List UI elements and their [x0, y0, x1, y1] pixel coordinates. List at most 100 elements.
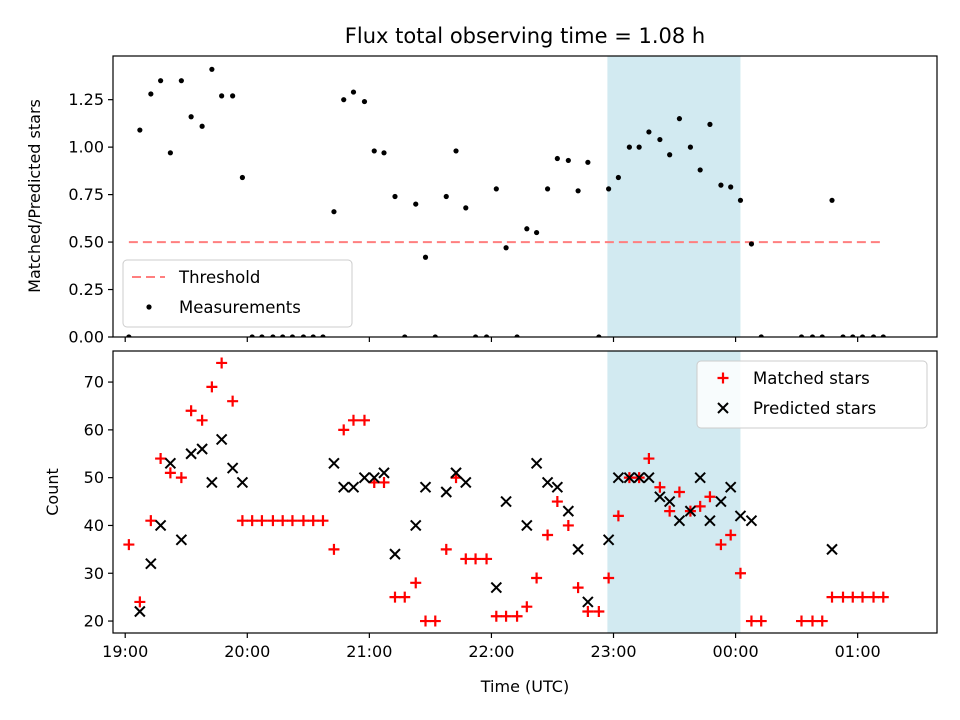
matched-star-point	[216, 357, 228, 369]
top-legend-box	[122, 259, 353, 328]
x-tick-label: 01:00	[835, 642, 881, 661]
measurement-point	[432, 334, 438, 337]
measurement-point	[758, 334, 764, 337]
predicted-star-point	[715, 495, 727, 508]
matched-star-point	[286, 515, 298, 527]
predicted-star-point	[389, 548, 401, 560]
predicted-star-point	[328, 457, 340, 470]
matched-star-point	[256, 515, 268, 527]
measurement-point	[737, 197, 744, 203]
measurement-point	[209, 66, 215, 72]
predicted-star-point	[530, 457, 543, 470]
predicted-star-point	[440, 486, 452, 498]
x-axis-label: Time (UTC)	[480, 677, 569, 696]
matched-star-point	[164, 467, 176, 479]
predicted-star-point	[826, 543, 838, 556]
predicted-star-point	[368, 471, 380, 484]
matched-star-point	[612, 510, 624, 522]
top-y-axis-label: Matched/Predicted stars	[25, 99, 44, 293]
bottom-y-tick-label: 60	[84, 420, 104, 439]
measurement-point	[615, 174, 621, 181]
measurement-point	[350, 89, 357, 95]
matched-star-point	[664, 505, 676, 517]
predicted-star-point	[226, 462, 239, 474]
measurement-point	[158, 78, 164, 84]
predicted-star-point	[551, 481, 564, 493]
x-tick-label: 19:00	[102, 642, 148, 661]
matched-star-point	[429, 615, 441, 627]
predicted-star-point	[643, 471, 655, 484]
matched-star-point	[490, 610, 502, 622]
predicted-star-point	[500, 495, 512, 508]
matched-star-point	[694, 500, 706, 512]
bottom-y-tick-label: 70	[84, 373, 104, 392]
x-tick-label: 21:00	[346, 642, 392, 661]
predicted-star-point	[734, 510, 747, 522]
predicted-star-point	[164, 457, 177, 470]
measurement-point	[503, 245, 509, 251]
matched-star-point	[643, 453, 655, 465]
measurement-point	[167, 150, 173, 156]
predicted-star-point	[490, 581, 503, 594]
predicted-star-point	[623, 471, 636, 484]
measurement-point	[472, 334, 479, 337]
matched-star-point	[857, 591, 869, 603]
measurement-point	[626, 144, 632, 150]
measurement-point	[137, 127, 143, 133]
measurement-point	[320, 334, 326, 337]
measurement-point	[371, 148, 377, 154]
matched-star-point	[175, 472, 187, 484]
top-y-tick-label: 0.50	[68, 233, 104, 252]
matched-star-point	[389, 591, 401, 603]
measurement-point	[300, 334, 307, 337]
measurement-point	[819, 334, 825, 337]
matched-star-point	[795, 615, 807, 627]
measurement-point	[331, 209, 337, 215]
matched-star-point	[378, 476, 390, 488]
matched-star-point	[816, 615, 828, 627]
matched-star-point	[307, 515, 319, 527]
matched-star-point	[734, 567, 746, 579]
predicted-star-point	[541, 476, 554, 489]
top-shaded-region	[607, 56, 741, 337]
legend-measurement-swatch	[146, 304, 152, 310]
measurement-point	[443, 193, 449, 200]
predicted-star-point	[410, 519, 422, 532]
matched-star-point	[673, 486, 685, 498]
top-panel: Matched/Predicted stars 0.00 0.25 0.50 0.75…	[25, 55, 938, 347]
matched-star-point	[593, 605, 605, 617]
matched-star-point	[440, 543, 452, 555]
bottom-legend: Matched stars Predicted stars	[696, 360, 928, 429]
measurement-point	[341, 97, 347, 103]
measurement-point	[554, 155, 560, 162]
measurement-point	[178, 78, 184, 84]
predicted-star-point	[612, 471, 625, 484]
matched-star-point	[358, 414, 370, 426]
x-tick-label: 00:00	[713, 642, 759, 661]
matched-star-point	[246, 515, 258, 527]
predicted-star-point	[602, 534, 615, 546]
measurement-point	[199, 123, 205, 129]
measurement-point	[463, 205, 469, 211]
matched-star-point	[725, 529, 737, 541]
legend-predicted-swatch	[717, 402, 729, 414]
bottom-y-tick-label: 40	[84, 516, 104, 535]
measurement-point	[880, 334, 886, 337]
measurement-point	[870, 334, 877, 337]
matched-star-point	[826, 591, 838, 603]
predicted-star-point	[358, 471, 371, 484]
measurement-point	[148, 91, 154, 97]
predicted-star-point	[582, 596, 594, 608]
matched-star-point	[328, 543, 340, 555]
measurement-point	[697, 167, 703, 173]
measurement-point	[280, 334, 286, 337]
predicted-star-point	[673, 514, 686, 527]
predicted-star-point	[633, 471, 645, 484]
predicted-star-point	[378, 467, 390, 479]
predicted-star-point	[724, 481, 737, 493]
measurement-point	[798, 334, 805, 337]
matched-star-point	[460, 553, 472, 565]
matched-star-point	[542, 529, 554, 541]
measurement-point	[850, 334, 856, 337]
matched-star-point	[267, 515, 279, 527]
